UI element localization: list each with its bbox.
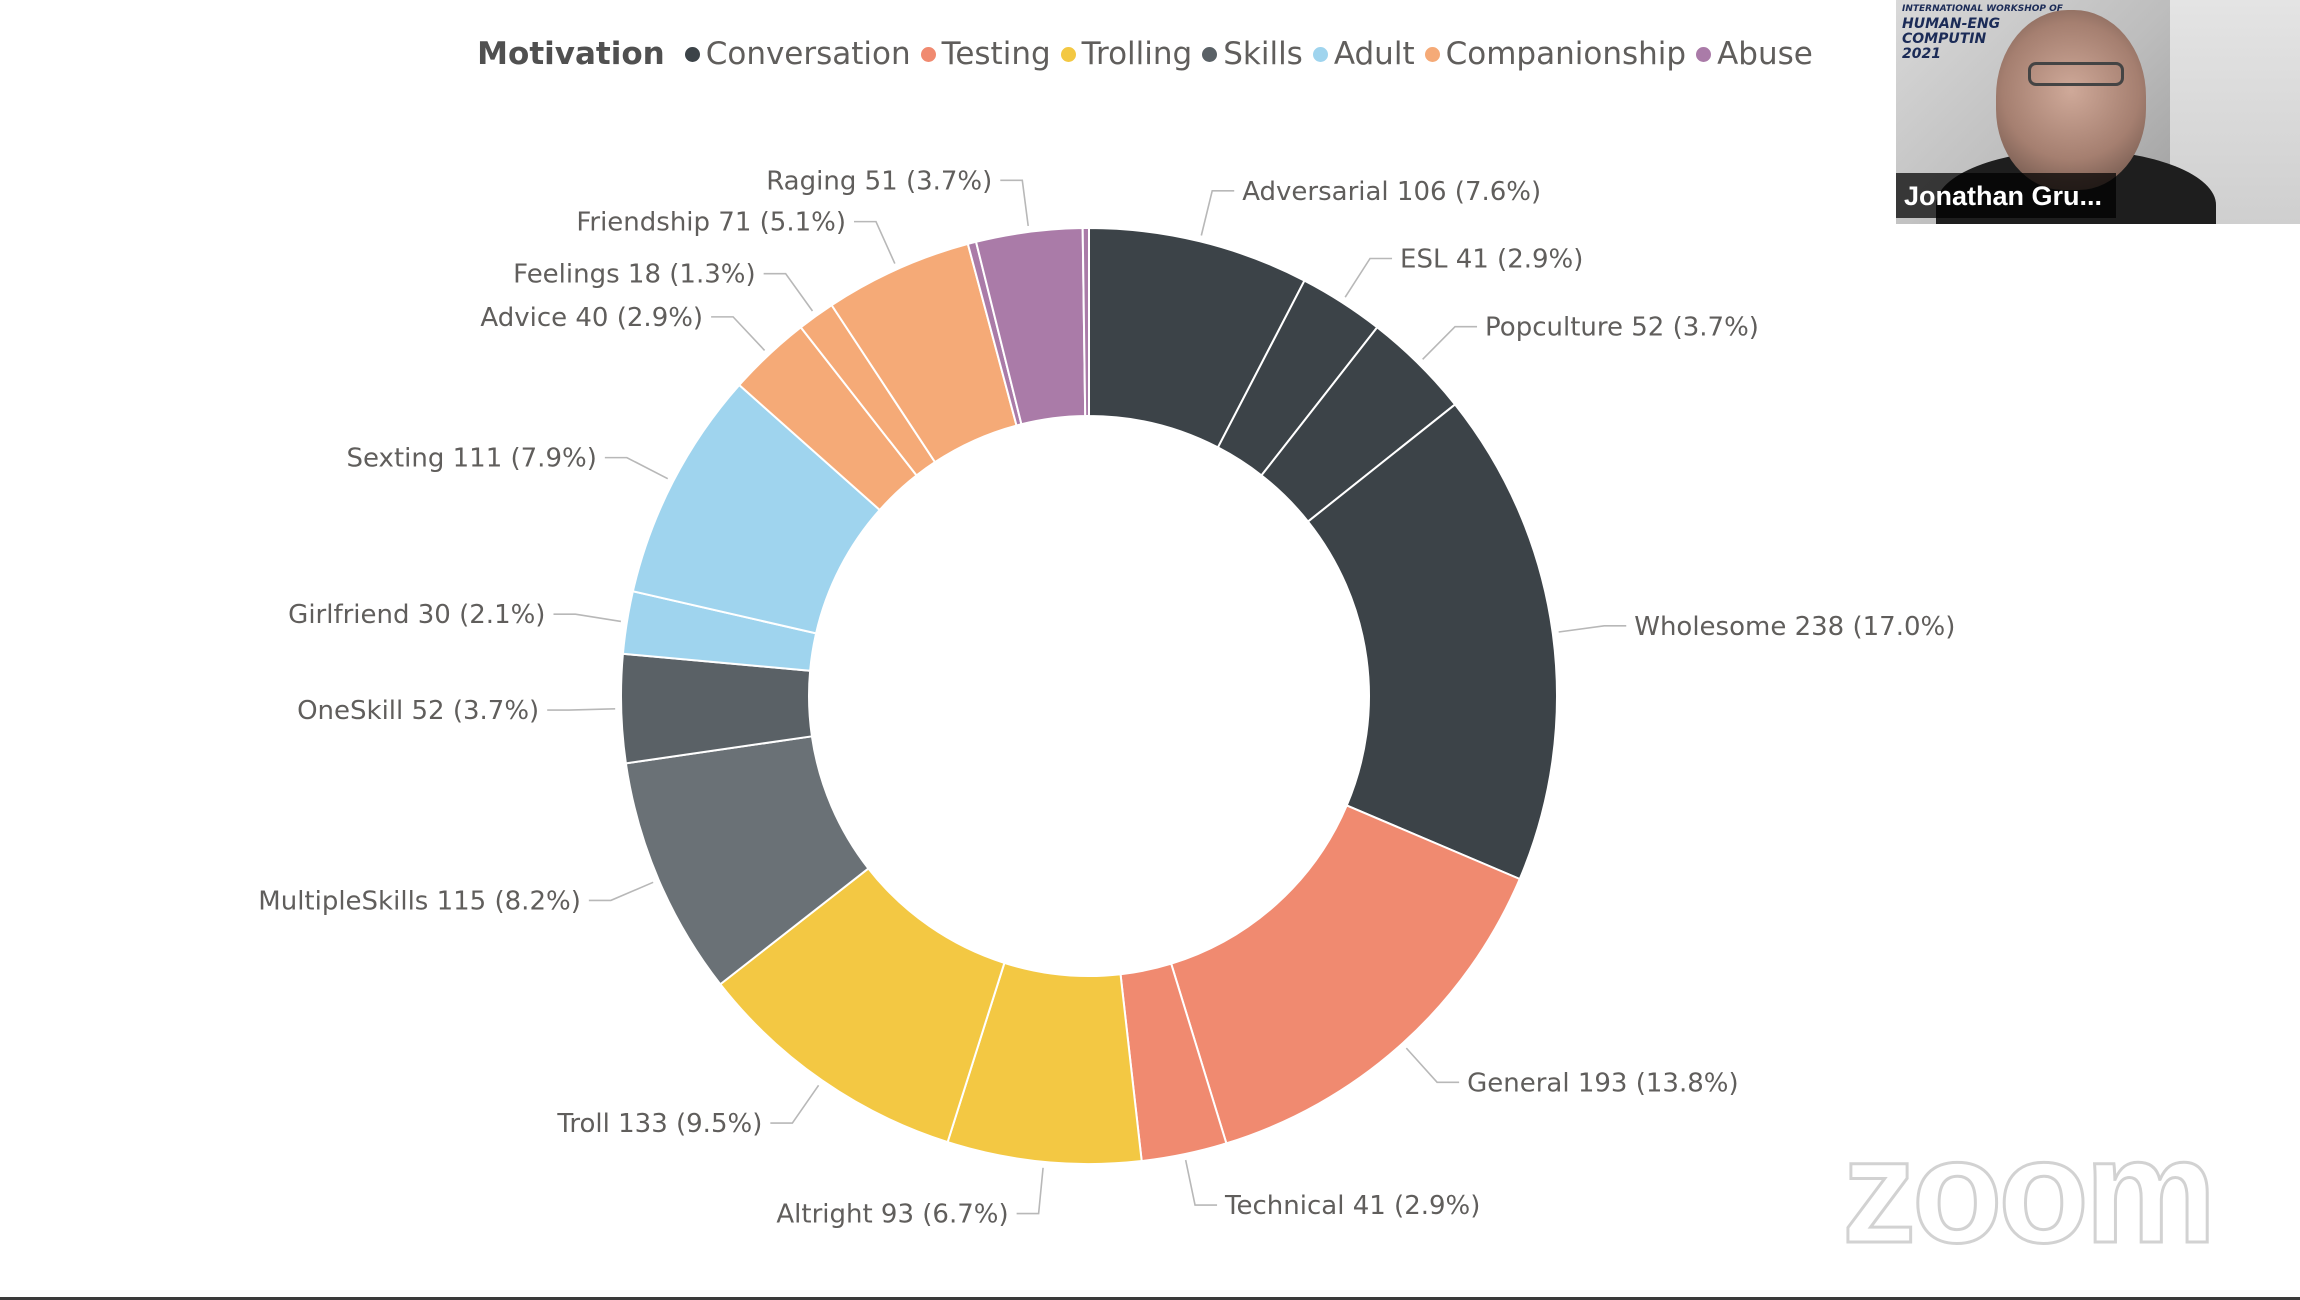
legend-dot-icon	[1312, 46, 1328, 62]
leader-line	[547, 708, 616, 711]
legend-title: Motivation	[477, 36, 665, 72]
leader-line	[853, 220, 896, 264]
data-label-raging: Raging 51 (3.7%)	[766, 166, 992, 196]
participant-avatar	[1996, 10, 2146, 190]
legend-label: Adult	[1333, 36, 1415, 72]
slide-thumb-line: INTERNATIONAL WORKSHOP OF	[1902, 4, 2063, 14]
legend-label: Trolling	[1081, 36, 1193, 72]
legend-item-testing[interactable]: Testing	[920, 36, 1051, 72]
leader-line	[1344, 257, 1393, 298]
legend-item-companionship[interactable]: Companionship	[1424, 36, 1687, 72]
leader-line	[1184, 1159, 1218, 1206]
legend-dot-icon	[1424, 46, 1440, 62]
data-label-altright: Altright 93 (6.7%)	[776, 1200, 1008, 1230]
slide-thumb-line: 2021	[1902, 46, 1941, 62]
data-label-troll: Troll 133 (9.5%)	[556, 1109, 762, 1139]
leader-line	[1200, 190, 1235, 236]
leader-line	[553, 613, 622, 623]
data-label-general: General 193 (13.8%)	[1467, 1068, 1739, 1098]
leader-line	[588, 881, 654, 902]
slide-thumbnail: INTERNATIONAL WORKSHOP OF HUMAN-ENG COMP…	[1902, 2, 2063, 62]
data-label-girlfriend: Girlfriend 30 (2.1%)	[288, 600, 545, 630]
legend-dot-icon	[920, 46, 936, 62]
slide-thumb-line: HUMAN-ENG	[1902, 16, 2001, 32]
legend-label: Abuse	[1717, 36, 1813, 72]
data-label-oneskill: OneSkill 52 (3.7%)	[297, 696, 539, 726]
chart-legend: Motivation Conversation Testing Trolling Sk…	[0, 36, 2300, 72]
data-label-popculture: Popculture 52 (3.7%)	[1485, 313, 1759, 343]
slice-wholesome[interactable]	[1306, 403, 1558, 881]
legend-dot-icon	[1696, 46, 1712, 62]
legend-label: Skills	[1223, 36, 1303, 72]
legend-dot-icon	[1060, 46, 1076, 62]
legend-item-conversation[interactable]: Conversation	[684, 36, 911, 72]
screen-bottom-border	[0, 1297, 2300, 1300]
data-label-friendship: Friendship 71 (5.1%)	[576, 208, 846, 238]
slice-abuse-minor[interactable]	[1081, 226, 1090, 418]
participant-name-label: Jonathan Gru...	[1896, 173, 2117, 218]
legend-dot-icon	[1202, 46, 1218, 62]
leader-line	[763, 272, 814, 312]
leader-line	[1016, 1167, 1044, 1215]
leader-line	[604, 456, 669, 480]
participant-video-tile[interactable]: INTERNATIONAL WORKSHOP OF HUMAN-ENG COMP…	[1896, 0, 2300, 224]
legend-dot-icon	[684, 46, 700, 62]
zoom-watermark-logo: zoom	[1840, 1109, 2217, 1274]
data-label-esl: ESL 41 (2.9%)	[1400, 244, 1583, 274]
legend-label: Conversation	[705, 36, 911, 72]
slice-general[interactable]	[1169, 804, 1522, 1145]
legend-label: Testing	[941, 36, 1051, 72]
legend-label: Companionship	[1445, 36, 1687, 72]
leader-line	[1405, 1047, 1460, 1084]
leader-line	[1558, 624, 1627, 633]
data-label-sexting: Sexting 111 (7.9%)	[347, 444, 597, 474]
legend-item-adult[interactable]: Adult	[1312, 36, 1415, 72]
slide-thumb-line: COMPUTIN	[1902, 31, 1987, 47]
glasses-icon	[2028, 62, 2124, 86]
data-label-feelings: Feelings 18 (1.3%)	[513, 260, 755, 290]
data-label-technical: Technical 41 (2.9%)	[1224, 1191, 1480, 1221]
leader-line	[1000, 179, 1029, 227]
legend-item-skills[interactable]: Skills	[1202, 36, 1303, 72]
legend-item-abuse[interactable]: Abuse	[1696, 36, 1813, 72]
leader-line	[1422, 325, 1478, 360]
data-label-advice: Advice 40 (2.9%)	[480, 303, 703, 333]
legend-item-trolling[interactable]: Trolling	[1060, 36, 1193, 72]
data-label-wholesome: Wholesome 238 (17.0%)	[1634, 612, 1955, 642]
leader-line	[711, 316, 766, 351]
leader-line	[770, 1084, 820, 1124]
data-label-multipleskills: MultipleSkills 115 (8.2%)	[258, 886, 581, 916]
data-label-adversarial: Adversarial 106 (7.6%)	[1242, 177, 1541, 207]
